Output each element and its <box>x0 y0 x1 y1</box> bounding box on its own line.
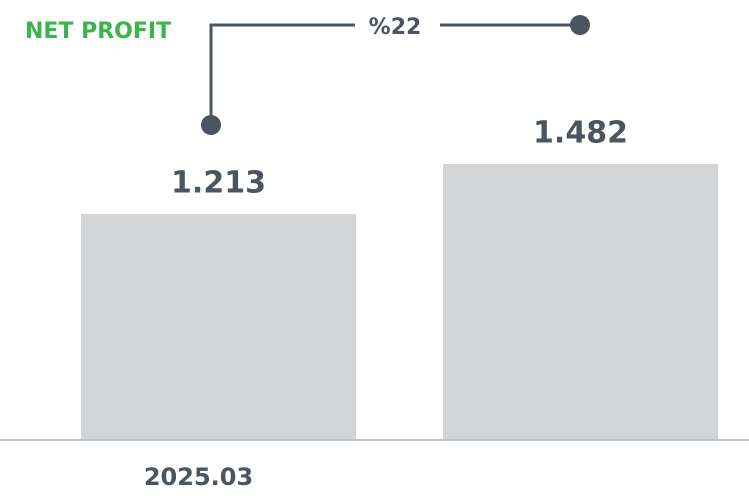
annotation-connector <box>209 23 580 125</box>
x-tick-label: 2025.03 <box>144 463 253 491</box>
bar <box>81 214 356 440</box>
data-label: 1.213 <box>171 166 266 201</box>
connector-line <box>209 23 355 125</box>
connector-dot <box>201 115 221 135</box>
connector-dot <box>570 15 590 35</box>
chart-title: NET PROFIT <box>25 19 171 44</box>
annotation: %22 <box>369 15 422 40</box>
bar <box>443 164 718 440</box>
data-label: 1.482 <box>533 116 628 151</box>
